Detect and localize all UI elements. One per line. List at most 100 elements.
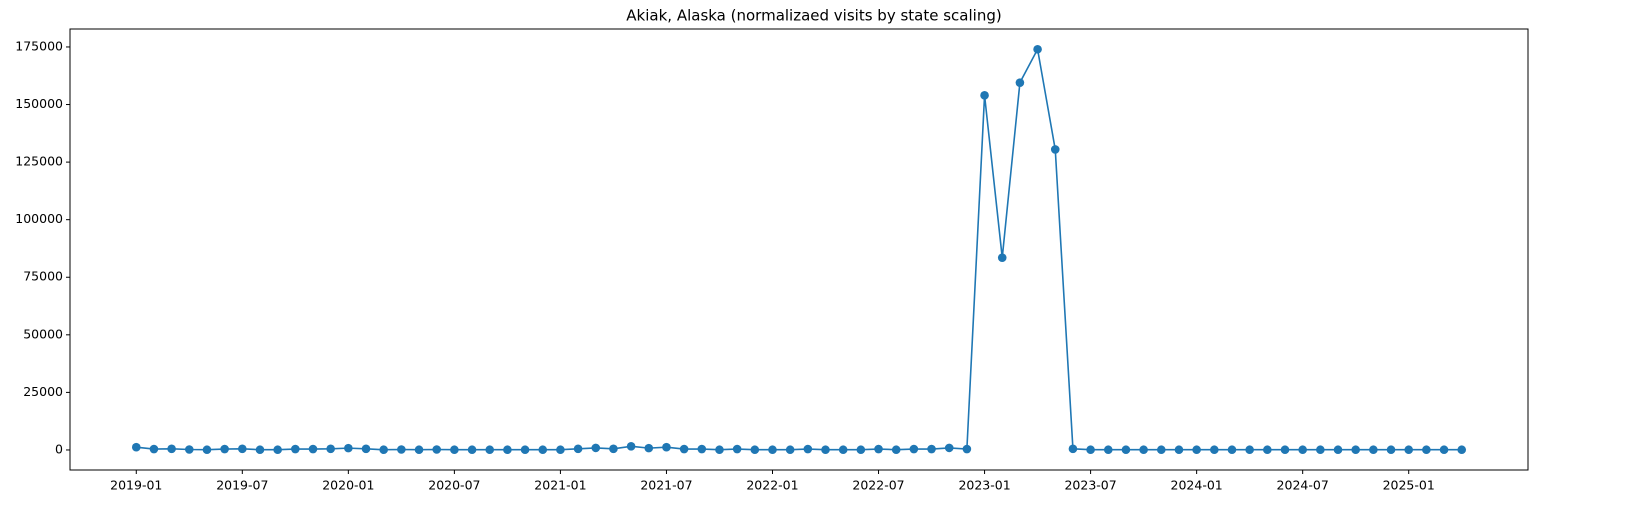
data-point xyxy=(202,445,212,455)
data-point xyxy=(556,445,565,455)
data-line xyxy=(136,46,1462,451)
data-point xyxy=(220,444,229,454)
data-point xyxy=(485,445,495,455)
data-point xyxy=(149,444,159,454)
data-point xyxy=(361,444,371,454)
data-point xyxy=(450,445,459,455)
data-point xyxy=(1263,445,1272,455)
x-tick-label: 2023-01 xyxy=(958,478,1010,493)
data-point xyxy=(1015,78,1025,87)
plot-frame xyxy=(69,28,1529,471)
x-tick-label: 2021-07 xyxy=(640,478,692,493)
x-tick-label: 2024-01 xyxy=(1171,478,1223,493)
data-point xyxy=(1068,444,1078,454)
data-point xyxy=(962,444,972,454)
data-point xyxy=(432,445,442,454)
data-point xyxy=(997,253,1007,262)
data-point xyxy=(626,441,636,451)
data-point xyxy=(821,445,830,455)
data-point xyxy=(715,445,724,455)
data-point xyxy=(1210,445,1219,455)
data-point xyxy=(344,443,353,453)
x-tick-label: 2020-01 xyxy=(322,478,374,493)
y-tick-label: 25000 xyxy=(23,384,63,399)
data-point xyxy=(326,444,335,454)
data-point xyxy=(538,445,548,455)
y-tick-label: 175000 xyxy=(15,38,63,53)
y-tick-label: 100000 xyxy=(15,211,63,226)
data-point xyxy=(1439,445,1449,455)
data-point xyxy=(414,445,424,455)
x-tick-label: 2019-01 xyxy=(110,478,162,493)
data-point xyxy=(1386,445,1396,455)
data-point xyxy=(131,442,141,452)
data-point xyxy=(1156,445,1166,455)
data-point xyxy=(1086,445,1095,455)
x-tick-label: 2023-07 xyxy=(1064,478,1116,493)
data-point xyxy=(1192,445,1201,455)
data-point xyxy=(697,444,707,454)
x-tick-label: 2025-01 xyxy=(1383,478,1435,493)
data-point xyxy=(927,444,936,454)
x-tick-label: 2019-07 xyxy=(216,478,268,493)
data-point xyxy=(980,91,989,100)
data-point xyxy=(1351,445,1360,455)
data-point xyxy=(1298,445,1307,455)
data-point xyxy=(1227,445,1237,455)
y-tick-label: 125000 xyxy=(15,154,63,169)
data-point xyxy=(591,443,601,453)
data-point xyxy=(238,444,247,454)
chart-title: Akiak, Alaska (normalizaed visits by sta… xyxy=(626,7,1001,25)
x-tick-label: 2020-07 xyxy=(428,478,480,493)
data-point xyxy=(1422,445,1431,455)
x-tick-label: 2022-07 xyxy=(852,478,904,493)
data-point xyxy=(503,445,512,455)
data-point xyxy=(944,443,954,453)
data-point xyxy=(397,445,406,454)
data-point xyxy=(609,444,618,454)
data-point xyxy=(291,444,300,454)
data-point xyxy=(167,444,176,454)
data-point xyxy=(1404,445,1414,455)
data-point xyxy=(768,445,777,455)
data-point xyxy=(644,443,654,453)
data-point xyxy=(1280,445,1290,455)
data-point xyxy=(750,445,760,455)
x-tick-label: 2021-01 xyxy=(534,478,586,493)
data-point xyxy=(874,444,883,454)
data-point xyxy=(273,445,282,455)
y-tick-label: 75000 xyxy=(23,269,63,284)
data-point xyxy=(891,445,901,455)
data-point xyxy=(909,444,919,454)
x-tick-label: 2024-07 xyxy=(1277,478,1329,493)
data-point xyxy=(379,445,388,455)
data-point xyxy=(308,444,318,454)
data-point xyxy=(1121,445,1131,455)
y-tick-label: 50000 xyxy=(23,326,63,341)
y-tick-label: 0 xyxy=(55,441,63,456)
data-point xyxy=(1333,445,1343,455)
data-point xyxy=(679,444,689,454)
data-point xyxy=(1316,445,1325,455)
data-point xyxy=(785,445,795,455)
data-point xyxy=(1457,445,1467,455)
data-point xyxy=(1174,445,1184,455)
data-point xyxy=(520,445,530,455)
data-point xyxy=(732,444,742,454)
data-point xyxy=(1245,445,1254,455)
data-point xyxy=(856,445,866,455)
data-point xyxy=(467,445,477,455)
data-point xyxy=(1103,445,1113,455)
y-tick-label: 150000 xyxy=(15,96,63,111)
data-point xyxy=(573,444,583,454)
data-point xyxy=(1050,145,1060,154)
data-point xyxy=(1369,445,1378,455)
data-point xyxy=(662,442,671,452)
data-point xyxy=(803,444,813,454)
data-point xyxy=(184,445,194,454)
x-tick-label: 2022-01 xyxy=(746,478,798,493)
data-point xyxy=(1139,445,1148,455)
data-point xyxy=(255,445,265,455)
